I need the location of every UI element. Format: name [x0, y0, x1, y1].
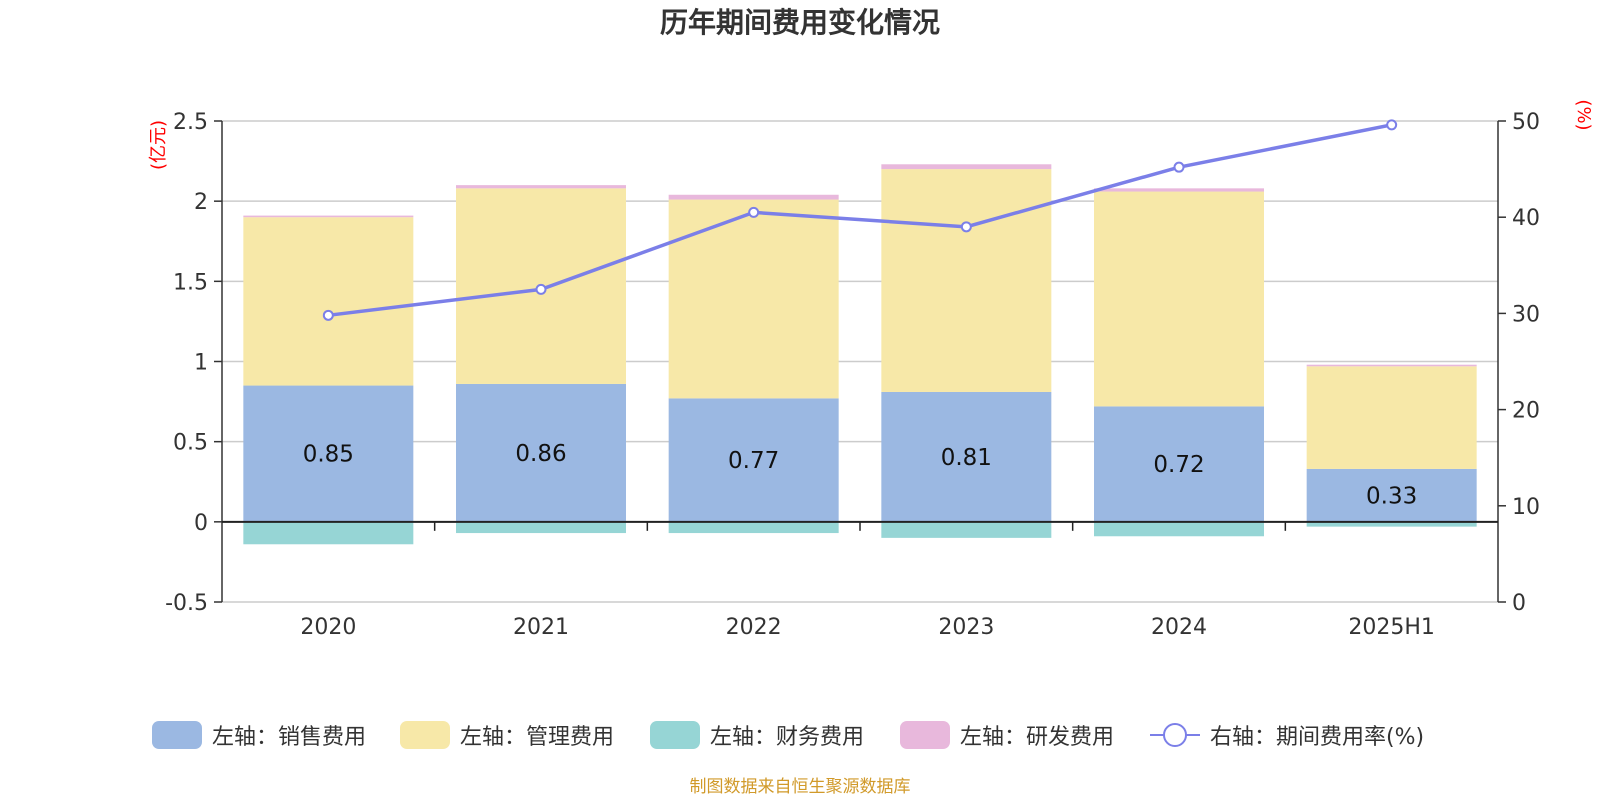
bar	[1094, 191, 1264, 407]
legend-label: 左轴：管理费用	[460, 725, 614, 750]
right-tick-label: 0	[1512, 591, 1526, 616]
bar	[1094, 188, 1264, 192]
axes	[214, 120, 1506, 603]
left-tick-label: 2	[194, 190, 208, 215]
left-tick-label: 1.5	[173, 270, 208, 295]
legend-marker	[1163, 723, 1187, 747]
bar	[1306, 364, 1477, 367]
right-tick-label: 10	[1512, 495, 1540, 520]
legend-swatch	[650, 721, 700, 749]
data-labels: 0.85 0.86 0.77 0.81 0.72 0.33	[303, 441, 1418, 509]
bar	[243, 217, 414, 386]
bar-data-label: 0.77	[728, 448, 779, 474]
bar	[456, 185, 626, 189]
bar	[881, 164, 1052, 170]
line-series	[328, 123, 1393, 318]
legend-label: 右轴：期间费用率(%)	[1210, 725, 1424, 750]
right-tick-label: 50	[1512, 110, 1540, 135]
x-tick-label: 2022	[726, 615, 782, 640]
legend-swatch	[152, 721, 202, 749]
legend: 左轴：销售费用 左轴：管理费用 左轴：财务费用 左轴：研发费用 右轴：期间费用率(%)	[152, 721, 1424, 750]
x-tick-label: 2023	[938, 615, 994, 640]
line-point	[322, 309, 334, 321]
x-tick-label: 2020	[300, 615, 356, 640]
line-point	[1173, 161, 1185, 173]
bar	[1306, 366, 1477, 469]
x-tick-label: 2025H1	[1348, 615, 1435, 640]
bar-data-label: 0.33	[1366, 483, 1417, 509]
bar	[456, 521, 626, 534]
legend-swatch	[900, 721, 950, 749]
bar	[668, 194, 839, 200]
bar	[668, 199, 839, 399]
left-axis-unit: (亿元)	[148, 120, 169, 170]
line-point	[960, 221, 972, 233]
legend-label: 左轴：销售费用	[212, 725, 366, 750]
bar	[243, 521, 414, 545]
right-tick-label: 30	[1512, 302, 1540, 327]
bar-data-label: 0.81	[941, 445, 992, 471]
bar-data-label: 0.85	[303, 442, 354, 468]
left-tick-label: -0.5	[165, 591, 208, 616]
bar	[456, 383, 626, 522]
bar	[243, 215, 414, 218]
line-point	[535, 283, 547, 295]
bar	[881, 391, 1052, 522]
left-tick-label: 1	[194, 351, 208, 376]
bars	[243, 164, 1477, 545]
left-tick-label: 2.5	[173, 110, 208, 135]
x-tick-label: 2024	[1151, 615, 1207, 640]
left-tick-label: 0	[194, 511, 208, 536]
bar-data-label: 0.86	[515, 441, 566, 467]
bar	[668, 398, 839, 522]
bar-data-label: 0.72	[1153, 452, 1204, 478]
bar	[1094, 521, 1264, 537]
legend-label: 左轴：研发费用	[960, 725, 1114, 750]
bar	[1094, 406, 1264, 522]
legend-label: 左轴：财务费用	[710, 725, 864, 750]
bar	[243, 385, 414, 522]
bar	[1306, 521, 1477, 527]
legend-swatch	[400, 721, 450, 749]
right-tick-label: 20	[1512, 399, 1540, 424]
bar	[881, 169, 1052, 392]
chart-title: 历年期间费用变化情况	[660, 6, 940, 39]
x-tick-label: 2021	[513, 615, 569, 640]
bar	[668, 521, 839, 534]
tick-labels: 2.5 2 1.5 1 0.5 0 -0.5 50 40 30 20 10 0 2020 2021 2022 2…	[165, 110, 1540, 640]
left-tick-label: 0.5	[173, 431, 208, 456]
line-point	[748, 206, 760, 218]
bar	[1306, 468, 1477, 522]
bar	[881, 521, 1052, 538]
source-note: 制图数据来自恒生聚源数据库	[690, 777, 911, 797]
line-point	[1386, 119, 1398, 131]
rate-line	[322, 119, 1398, 321]
right-axis-unit: (%)	[1573, 99, 1594, 130]
right-tick-label: 40	[1512, 206, 1540, 231]
